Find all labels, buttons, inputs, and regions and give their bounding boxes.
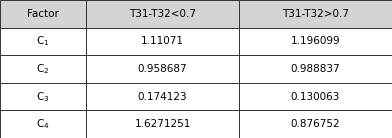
Text: Factor: Factor xyxy=(27,9,59,19)
Bar xyxy=(86,55,239,83)
Bar xyxy=(0,55,86,83)
Bar xyxy=(0,83,86,110)
Bar xyxy=(86,83,239,110)
Text: T31-T32>0.7: T31-T32>0.7 xyxy=(282,9,349,19)
Text: 0.174123: 0.174123 xyxy=(138,92,187,102)
Bar xyxy=(86,28,239,55)
Text: T31-T32<0.7: T31-T32<0.7 xyxy=(129,9,196,19)
Bar xyxy=(0,110,86,138)
Bar xyxy=(0,0,86,28)
Text: C$_1$: C$_1$ xyxy=(36,34,50,48)
Bar xyxy=(239,110,392,138)
Bar xyxy=(239,83,392,110)
Text: 1.11071: 1.11071 xyxy=(141,36,184,46)
Text: 1.196099: 1.196099 xyxy=(291,36,340,46)
Bar xyxy=(239,28,392,55)
Bar xyxy=(86,110,239,138)
Text: C$_2$: C$_2$ xyxy=(36,62,50,76)
Text: 0.988837: 0.988837 xyxy=(291,64,340,74)
Text: 0.130063: 0.130063 xyxy=(291,92,340,102)
Bar xyxy=(0,28,86,55)
Bar xyxy=(239,0,392,28)
Text: 1.6271251: 1.6271251 xyxy=(134,119,191,129)
Bar xyxy=(239,55,392,83)
Text: C$_4$: C$_4$ xyxy=(36,117,50,131)
Text: C$_3$: C$_3$ xyxy=(36,90,50,104)
Text: 0.876752: 0.876752 xyxy=(291,119,340,129)
Bar xyxy=(86,0,239,28)
Text: 0.958687: 0.958687 xyxy=(138,64,187,74)
